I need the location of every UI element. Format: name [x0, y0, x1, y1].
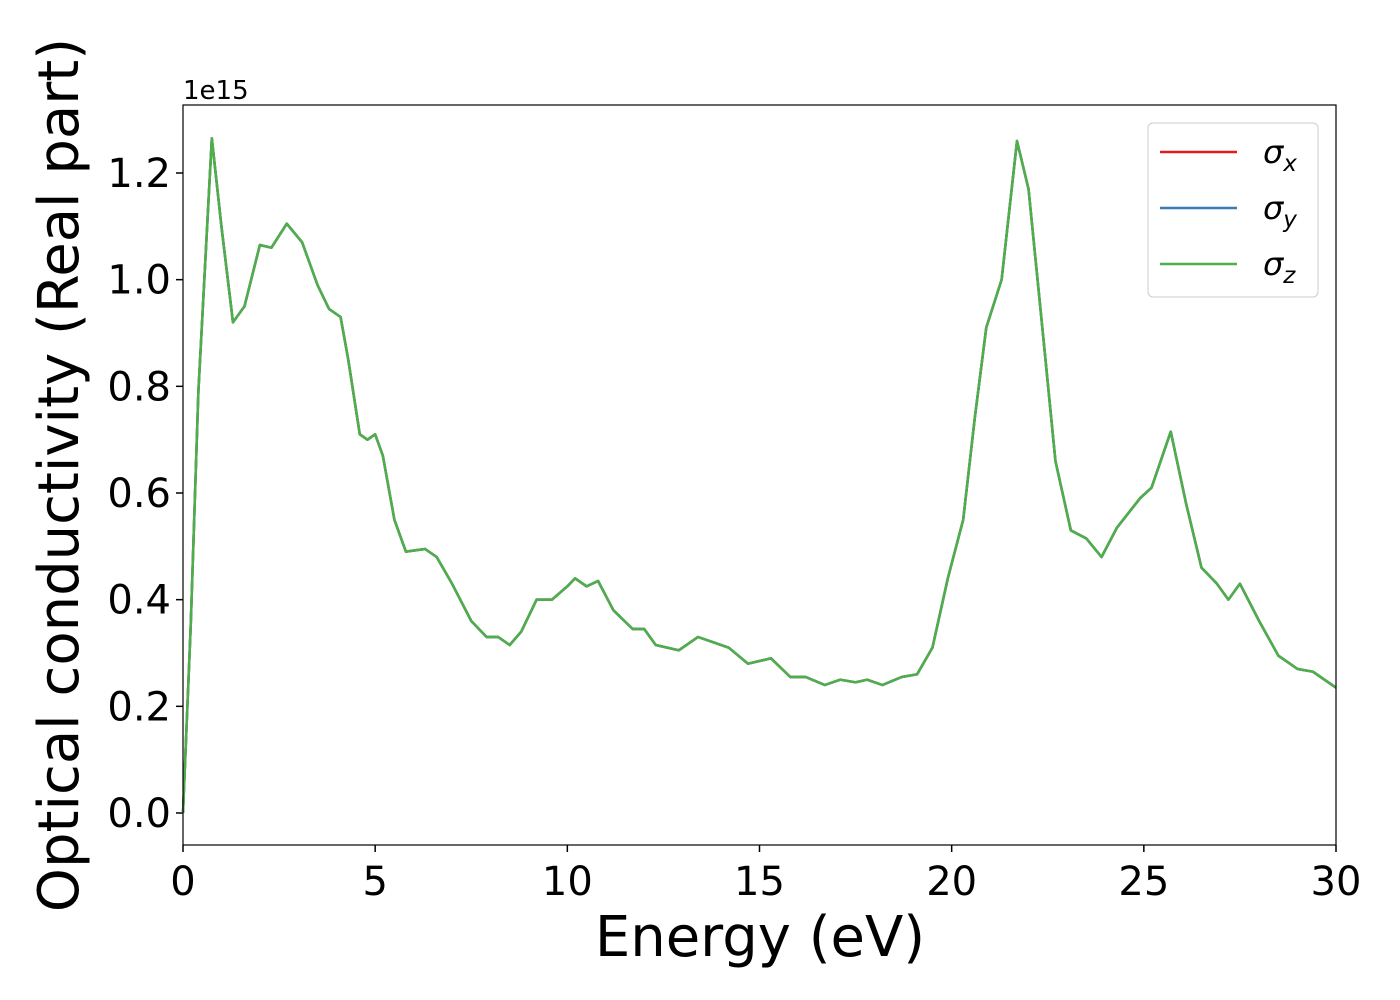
y-tick-label: 0.6	[107, 471, 171, 517]
x-tick-label: 10	[542, 859, 593, 905]
y-tick-label: 0.2	[107, 684, 171, 730]
x-axis-label: Energy (eV)	[595, 905, 925, 970]
legend-label: σx	[1263, 133, 1297, 177]
plot-frame	[182, 104, 1337, 846]
y-tick-label: 0.4	[107, 578, 171, 624]
x-tick-label: 5	[362, 859, 387, 905]
x-tick-label: 0	[170, 859, 195, 905]
series-line	[181, 137, 1337, 814]
y-tick-label: 1.2	[107, 151, 171, 197]
offset-label: 1e15	[183, 76, 249, 106]
y-tick-label: 0.0	[107, 791, 171, 837]
legend-label: σy	[1263, 189, 1297, 233]
x-tick-label: 30	[1311, 859, 1362, 905]
x-tick-label: 20	[926, 859, 977, 905]
legend-label: σz	[1263, 245, 1296, 289]
x-tick-label: 25	[1118, 859, 1169, 905]
legend-box	[1147, 122, 1319, 298]
x-tick-label: 15	[734, 859, 785, 905]
y-tick-label: 1.0	[107, 258, 171, 304]
y-axis-label: Optical conductivity (Real part)	[27, 38, 92, 912]
y-tick-label: 0.8	[107, 364, 171, 410]
